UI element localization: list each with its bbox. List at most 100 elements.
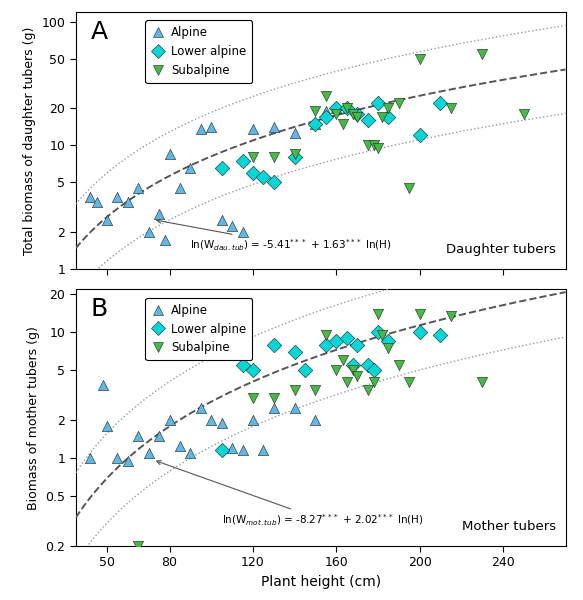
- Point: [217, 164, 226, 173]
- Point: [321, 331, 331, 340]
- Text: Mother tubers: Mother tubers: [462, 520, 556, 533]
- Point: [353, 371, 362, 381]
- Point: [446, 311, 455, 321]
- Point: [123, 456, 132, 466]
- Point: [269, 122, 279, 132]
- Point: [248, 168, 258, 178]
- Point: [384, 112, 393, 122]
- Point: [332, 337, 341, 346]
- Point: [369, 140, 378, 150]
- Point: [238, 446, 247, 455]
- Point: [248, 415, 258, 425]
- Point: [338, 355, 347, 365]
- Point: [342, 333, 352, 343]
- Point: [238, 227, 247, 236]
- Point: [269, 152, 279, 162]
- Point: [363, 115, 372, 125]
- Point: [290, 149, 299, 159]
- Point: [373, 328, 382, 337]
- Point: [154, 209, 164, 218]
- Point: [86, 453, 95, 463]
- Point: [311, 119, 320, 128]
- Point: [436, 331, 445, 340]
- Point: [405, 377, 414, 387]
- Point: [196, 124, 205, 134]
- Point: [311, 119, 320, 128]
- Point: [196, 403, 205, 413]
- Point: [238, 156, 247, 166]
- Point: [353, 112, 362, 122]
- Point: [394, 360, 403, 370]
- Point: [311, 106, 320, 116]
- Point: [321, 340, 331, 349]
- Point: [373, 143, 382, 153]
- Text: Daughter tubers: Daughter tubers: [446, 243, 556, 256]
- Y-axis label: Biomass of mother tubers (g): Biomass of mother tubers (g): [27, 326, 40, 509]
- Point: [332, 365, 341, 375]
- Point: [321, 106, 331, 116]
- Point: [338, 119, 347, 128]
- Point: [342, 377, 352, 387]
- Point: [259, 173, 268, 182]
- Point: [384, 103, 393, 113]
- Point: [300, 365, 310, 375]
- Point: [415, 54, 424, 64]
- Point: [290, 403, 299, 413]
- Point: [134, 431, 143, 441]
- Point: [332, 103, 341, 113]
- Point: [206, 415, 216, 425]
- Point: [86, 193, 95, 202]
- Point: [332, 103, 341, 113]
- Point: [290, 347, 299, 356]
- Point: [206, 122, 216, 132]
- Point: [384, 343, 393, 353]
- Point: [134, 183, 143, 193]
- Point: [369, 377, 378, 387]
- Point: [377, 112, 387, 122]
- Point: [290, 152, 299, 162]
- Point: [384, 337, 393, 346]
- Point: [227, 443, 237, 453]
- Point: [332, 109, 341, 119]
- Point: [405, 183, 414, 193]
- Point: [415, 131, 424, 140]
- Point: [436, 98, 445, 108]
- Point: [342, 103, 352, 113]
- Point: [363, 360, 372, 370]
- Point: [373, 98, 382, 108]
- Point: [363, 385, 372, 394]
- Point: [311, 415, 320, 425]
- Point: [92, 197, 101, 206]
- Point: [103, 215, 112, 224]
- Point: [290, 128, 299, 138]
- Point: [519, 109, 529, 119]
- Point: [269, 403, 279, 413]
- Point: [363, 140, 372, 150]
- Point: [290, 385, 299, 394]
- Point: [269, 393, 279, 403]
- Legend: Alpine, Lower alpine, Subalpine: Alpine, Lower alpine, Subalpine: [145, 298, 252, 361]
- Text: A: A: [90, 20, 108, 44]
- Point: [446, 103, 455, 113]
- Point: [144, 227, 153, 236]
- Point: [321, 91, 331, 101]
- Point: [353, 109, 362, 119]
- Point: [217, 418, 226, 428]
- Point: [238, 360, 247, 370]
- Point: [269, 340, 279, 349]
- Point: [373, 309, 382, 319]
- Point: [227, 221, 237, 231]
- Point: [353, 340, 362, 349]
- Point: [113, 453, 122, 463]
- Point: [248, 124, 258, 134]
- Text: ln(W$_{mot.tub}$) = -8.27$^{***}$ + 2.02$^{***}$ ln(H): ln(W$_{mot.tub}$) = -8.27$^{***}$ + 2.02…: [157, 461, 424, 528]
- Text: B: B: [90, 297, 108, 321]
- Point: [348, 360, 357, 370]
- Point: [477, 377, 487, 387]
- Point: [217, 446, 226, 455]
- Y-axis label: Total biomass of daughter tubers (g): Total biomass of daughter tubers (g): [23, 26, 36, 254]
- Point: [165, 415, 174, 425]
- Point: [103, 421, 112, 431]
- Point: [161, 235, 170, 245]
- Text: ln(W$_{dau.tub}$) = -5.41$^{***}$ + 1.63$^{***}$ ln(H): ln(W$_{dau.tub}$) = -5.41$^{***}$ + 1.63…: [157, 219, 392, 253]
